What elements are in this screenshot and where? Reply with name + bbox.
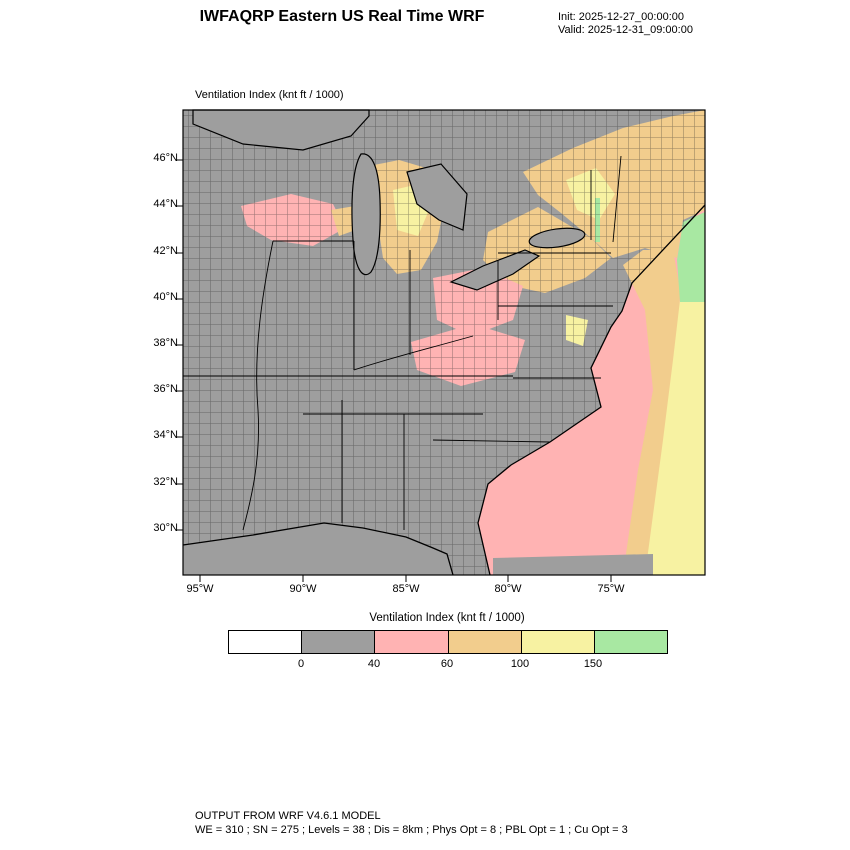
map-canvas [176, 109, 706, 582]
lat-tick-label: 44°N [153, 198, 178, 210]
colorbar-segment [374, 631, 448, 653]
lat-tick-label: 32°N [153, 476, 178, 488]
colorbar [228, 630, 668, 654]
map-field-label: Ventilation Index (knt ft / 1000) [195, 89, 344, 101]
lat-tick-label: 42°N [153, 245, 178, 257]
map-plot [176, 109, 706, 582]
colorbar-segment [447, 631, 521, 653]
offshore-yellow-band [645, 300, 705, 575]
lat-tick-label: 46°N [153, 152, 178, 164]
colorbar-tick-label: 0 [297, 658, 305, 670]
lat-tick-label: 30°N [153, 522, 178, 534]
lat-tick-label: 40°N [153, 291, 178, 303]
lat-tick-label: 34°N [153, 429, 178, 441]
colorbar-tick-label: 150 [583, 658, 603, 670]
colorbar-segment [593, 631, 668, 653]
lat-tick-label: 36°N [153, 383, 178, 395]
colorbar-tick-label: 60 [440, 658, 454, 670]
colorbar-segment [229, 631, 302, 653]
footer-config-line: WE = 310 ; SN = 275 ; Levels = 38 ; Dis … [195, 824, 628, 836]
lake-ontario [528, 227, 586, 249]
footer-model-line: OUTPUT FROM WRF V4.6.1 MODEL [195, 810, 381, 822]
valid-timestamp: Valid: 2025-12-31_09:00:00 [558, 24, 693, 36]
lon-tick-label: 90°W [289, 583, 317, 595]
offshore-green-strip [677, 212, 705, 302]
lon-tick-label: 75°W [597, 583, 625, 595]
axis-tick-marks [176, 159, 612, 582]
state-borders [183, 155, 622, 531]
map-frame [182, 109, 706, 576]
coastline [182, 204, 706, 576]
lon-tick-label: 85°W [392, 583, 420, 595]
init-timestamp: Init: 2025-12-27_00:00:00 [558, 11, 684, 23]
colorbar-label: Ventilation Index (knt ft / 1000) [369, 612, 525, 624]
colorbar-tick-label: 100 [510, 658, 530, 670]
colorbar-segment [520, 631, 594, 653]
lon-tick-label: 80°W [494, 583, 522, 595]
bottom-gray-band [493, 554, 653, 575]
lat-tick-label: 38°N [153, 337, 178, 349]
lake-erie [449, 249, 541, 291]
page-title: IWFAQRP Eastern US Real Time WRF [199, 8, 485, 25]
lake-huron [406, 163, 468, 231]
lon-tick-label: 95°W [186, 583, 214, 595]
colorbar-segment [301, 631, 375, 653]
lake-michigan [351, 153, 381, 276]
colorbar-tick-label: 40 [367, 658, 381, 670]
